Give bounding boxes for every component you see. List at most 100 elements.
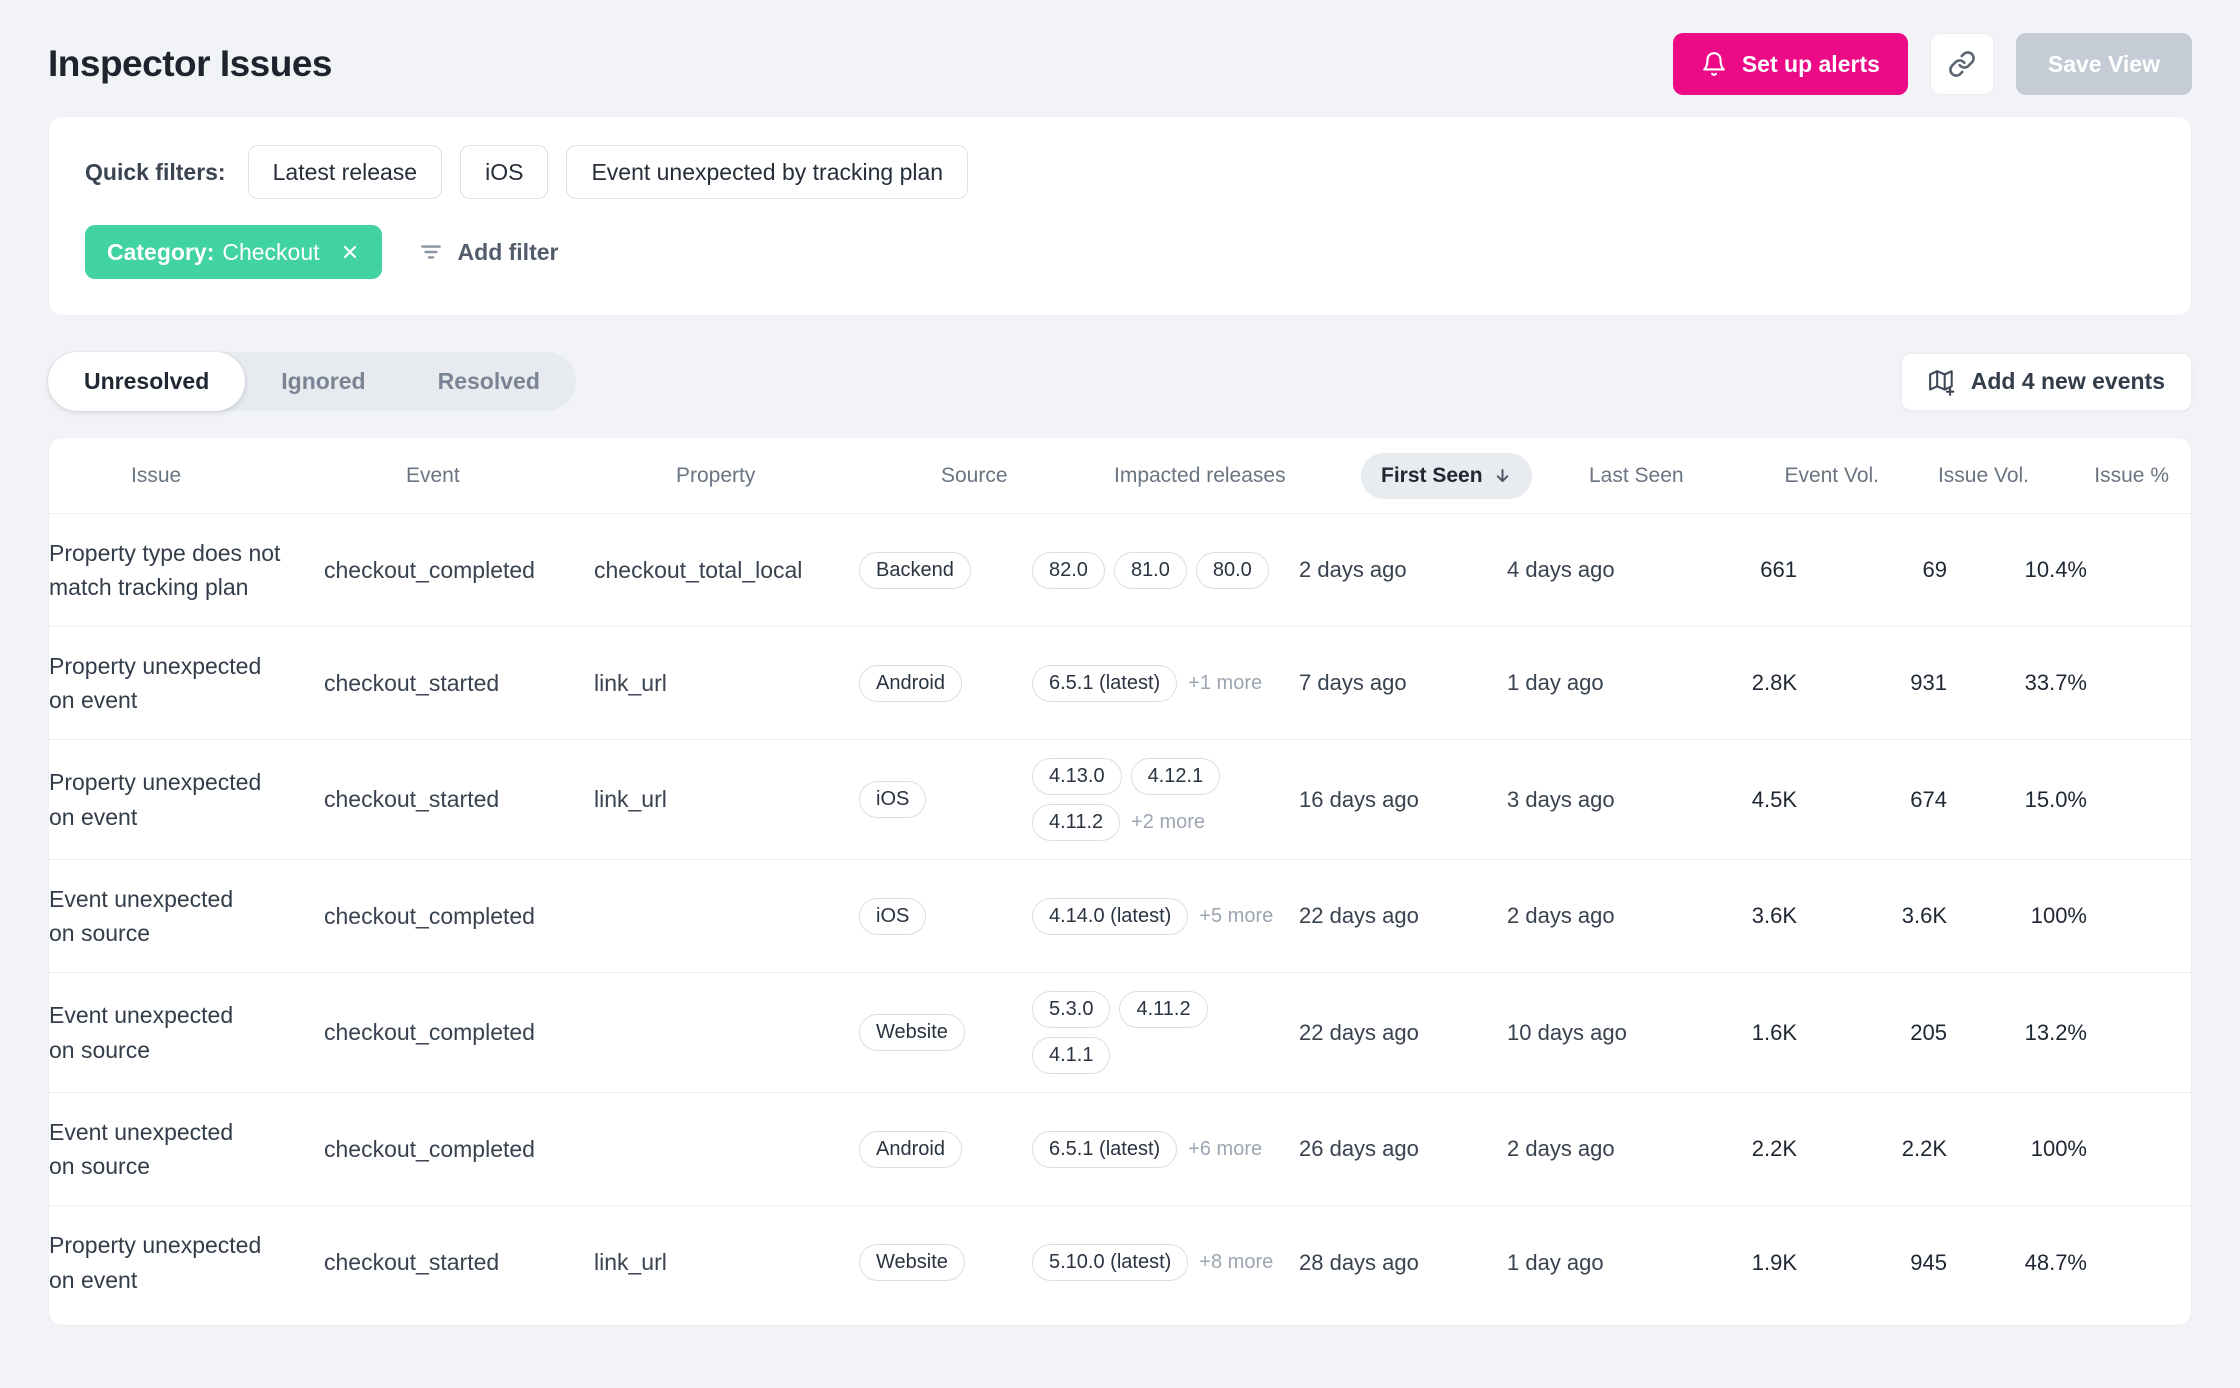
column-header-source[interactable]: Source — [941, 463, 1008, 487]
active-filter-value: Checkout — [222, 238, 320, 265]
issue-vol-cell: 69 — [1922, 557, 1947, 582]
table-row[interactable]: Event unexpected on source checkout_comp… — [49, 1093, 2191, 1206]
first-seen-cell: 7 days ago — [1299, 670, 1407, 695]
release-pill[interactable]: 5.3.0 — [1032, 991, 1111, 1028]
first-seen-cell: 2 days ago — [1299, 557, 1407, 582]
active-filter-category-checkout[interactable]: Category: Checkout — [85, 225, 382, 279]
table-header-row: Issue Event Property Source Impacted rel… — [49, 438, 2191, 514]
tab-resolved[interactable]: Resolved — [437, 368, 540, 394]
more-releases-label: +5 more — [1199, 904, 1274, 927]
issue-cell: Event unexpected on source — [49, 885, 234, 947]
source-chip: Backend — [859, 551, 971, 589]
column-header-issue[interactable]: Issue — [131, 463, 182, 487]
releases-cell: 5.10.0 (latest) +8 more — [1032, 1244, 1299, 1281]
release-pill[interactable]: 6.5.1 (latest) — [1032, 1130, 1178, 1168]
top-actions: Set up alerts Save View — [1672, 33, 2192, 95]
releases-cell: 4.14.0 (latest) +5 more — [1032, 897, 1299, 935]
save-view-button[interactable]: Save View — [2015, 33, 2192, 95]
column-header-event-vol[interactable]: Event Vol. — [1784, 463, 1879, 487]
table-row[interactable]: Event unexpected on source checkout_comp… — [49, 860, 2191, 973]
column-header-first-seen-label: First Seen — [1381, 463, 1483, 487]
release-pill[interactable]: 81.0 — [1113, 551, 1187, 589]
release-pill[interactable]: 4.1.1 — [1032, 1037, 1111, 1074]
issue-pct-cell: 13.2% — [2024, 1019, 2087, 1045]
copy-link-button[interactable] — [1929, 33, 1994, 95]
map-plus-icon — [1928, 368, 1956, 396]
table-row[interactable]: Property unexpected on event checkout_st… — [49, 1206, 2191, 1319]
tab-unresolved[interactable]: Unresolved — [48, 352, 246, 411]
issue-cell: Event unexpected on source — [49, 1118, 234, 1180]
issues-table: Issue Event Property Source Impacted rel… — [48, 437, 2192, 1326]
property-cell: link_url — [594, 786, 667, 812]
first-seen-sort-pill[interactable]: First Seen — [1361, 452, 1532, 499]
property-cell: link_url — [594, 1249, 667, 1275]
releases-cell: 6.5.1 (latest) +1 more — [1032, 664, 1299, 702]
add-filter-button[interactable]: Add filter — [418, 239, 558, 266]
status-tabs: Unresolved Ignored Resolved — [48, 352, 576, 411]
source-cell: Backend — [859, 551, 1032, 589]
remove-filter-icon[interactable] — [340, 242, 360, 262]
issue-vol-cell: 674 — [1910, 786, 1947, 812]
release-pill[interactable]: 82.0 — [1032, 551, 1105, 589]
release-pill[interactable]: 4.12.1 — [1130, 758, 1221, 795]
release-pill[interactable]: 5.10.0 (latest) — [1032, 1244, 1189, 1281]
column-header-property[interactable]: Property — [676, 463, 756, 487]
source-cell: iOS — [859, 897, 1032, 935]
event-vol-cell: 2.8K — [1751, 670, 1797, 695]
source-chip: Website — [859, 1244, 965, 1281]
issue-pct-cell: 48.7% — [2024, 1249, 2087, 1275]
table-row[interactable]: Property unexpected on event checkout_st… — [49, 627, 2191, 740]
event-cell: checkout_completed — [324, 902, 535, 929]
table-row[interactable]: Property type does not match tracking pl… — [49, 514, 2191, 627]
release-pill[interactable]: 4.13.0 — [1032, 758, 1122, 795]
tab-ignored[interactable]: Ignored — [281, 368, 366, 394]
column-header-event[interactable]: Event — [406, 463, 460, 487]
column-header-first-seen[interactable]: First Seen — [1361, 452, 1589, 499]
last-seen-cell: 2 days ago — [1507, 903, 1615, 928]
active-filter-name: Category: — [107, 238, 215, 265]
quick-filter-event-unexpected[interactable]: Event unexpected by tracking plan — [566, 145, 969, 199]
issue-pct-cell: 100% — [2030, 1136, 2087, 1161]
releases-cell: 4.13.0 4.12.1 4.11.2 +2 more — [1032, 758, 1299, 841]
add-new-events-button[interactable]: Add 4 new events — [1900, 352, 2192, 411]
release-pill[interactable]: 6.5.1 (latest) — [1032, 664, 1178, 702]
issue-cell: Property unexpected on event — [49, 769, 262, 830]
table-row[interactable]: Property unexpected on event checkout_st… — [49, 740, 2191, 860]
issue-pct-cell: 33.7% — [2024, 670, 2087, 695]
event-vol-cell: 3.6K — [1751, 903, 1797, 928]
issue-cell: Property unexpected on event — [49, 1232, 262, 1293]
release-pill[interactable]: 4.11.2 — [1032, 804, 1121, 841]
top-bar: Inspector Issues Set up alerts Save View — [48, 0, 2192, 100]
page-title: Inspector Issues — [48, 43, 333, 84]
event-vol-cell: 661 — [1760, 557, 1797, 582]
source-chip: Android — [859, 1130, 962, 1168]
release-pill[interactable]: 4.11.2 — [1119, 991, 1208, 1028]
first-seen-cell: 16 days ago — [1299, 786, 1419, 812]
table-row[interactable]: Event unexpected on source checkout_comp… — [49, 973, 2191, 1093]
last-seen-cell: 10 days ago — [1507, 1019, 1627, 1045]
source-cell: Website — [859, 1014, 1032, 1051]
column-header-issue-pct[interactable]: Issue % — [2094, 463, 2169, 487]
first-seen-cell: 28 days ago — [1299, 1249, 1419, 1275]
column-header-last-seen[interactable]: Last Seen — [1589, 463, 1684, 487]
last-seen-cell: 1 day ago — [1507, 1249, 1604, 1275]
quick-filter-ios[interactable]: iOS — [460, 145, 549, 199]
issue-pct-cell: 100% — [2030, 903, 2087, 928]
column-header-impacted-releases[interactable]: Impacted releases — [1114, 463, 1286, 487]
event-vol-cell: 1.6K — [1751, 1019, 1797, 1045]
set-up-alerts-button[interactable]: Set up alerts — [1672, 33, 1908, 95]
source-chip: iOS — [859, 781, 927, 818]
release-pill[interactable]: 4.14.0 (latest) — [1032, 897, 1189, 935]
first-seen-cell: 26 days ago — [1299, 1136, 1419, 1161]
quick-filter-latest-release[interactable]: Latest release — [247, 145, 443, 199]
column-header-issue-vol[interactable]: Issue Vol. — [1937, 463, 2029, 487]
source-cell: Android — [859, 664, 1032, 702]
issue-vol-cell: 931 — [1910, 670, 1947, 695]
more-releases-label: +6 more — [1188, 1137, 1263, 1160]
event-cell: checkout_started — [324, 1249, 500, 1275]
event-vol-cell: 4.5K — [1751, 786, 1797, 812]
property-cell: link_url — [594, 669, 667, 696]
last-seen-cell: 3 days ago — [1507, 786, 1615, 812]
release-pill[interactable]: 80.0 — [1195, 551, 1269, 589]
first-seen-cell: 22 days ago — [1299, 1019, 1419, 1045]
